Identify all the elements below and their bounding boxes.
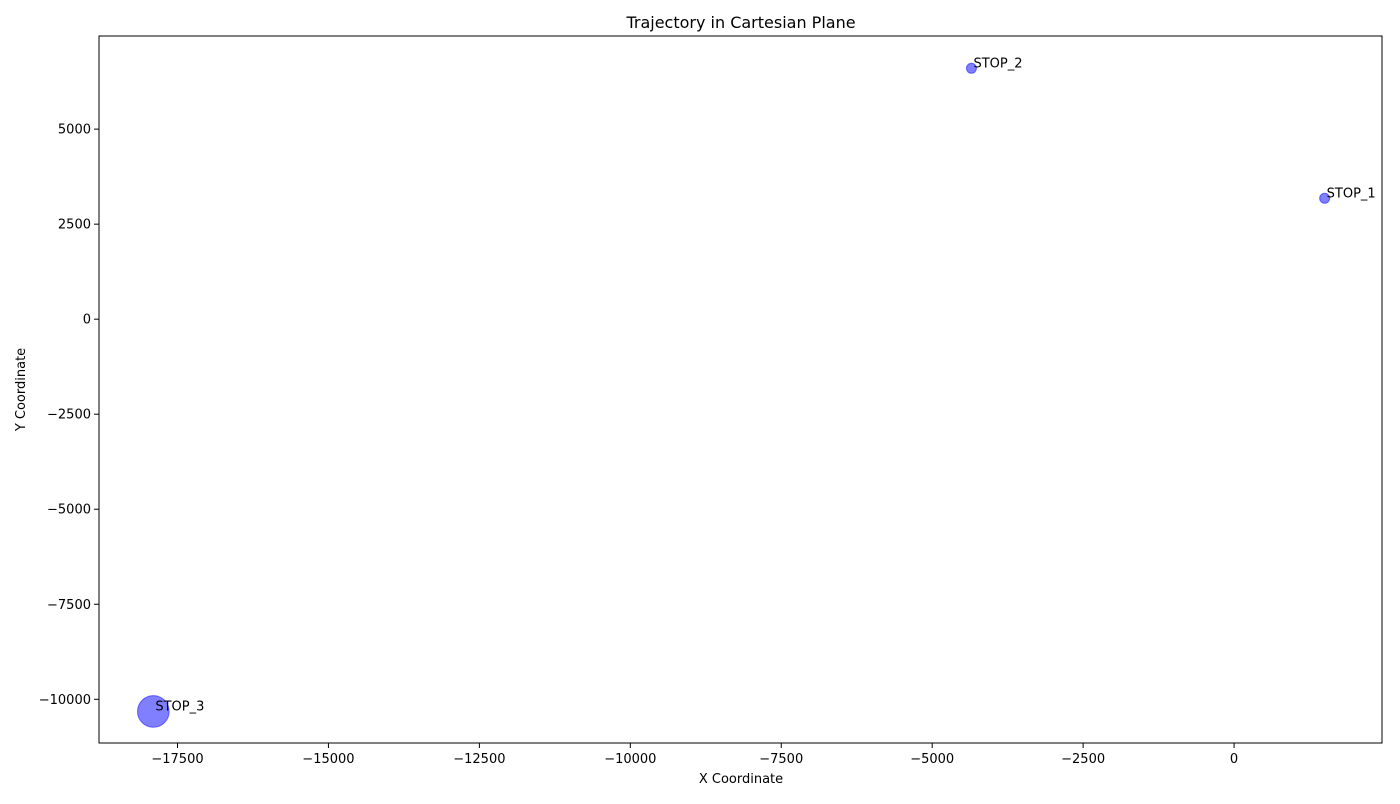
x-tick-label: −10000 — [604, 752, 656, 767]
x-tick-label: −15000 — [302, 752, 354, 767]
x-tick-label: −7500 — [759, 752, 803, 767]
x-tick-label: −17500 — [151, 752, 203, 767]
y-axis: −10000 −7500 −5000 −2500 0 2500 5000 — [39, 123, 99, 708]
data-point-stop-1 — [1319, 192, 1331, 204]
y-tick-label: −5000 — [47, 503, 91, 518]
x-tick-label: −2500 — [1061, 752, 1105, 767]
plot-area-frame — [98, 35, 1383, 744]
y-tick-label: −7500 — [47, 598, 91, 613]
x-tick-label: 0 — [1230, 752, 1238, 767]
point-label: STOP_1 — [1327, 186, 1376, 201]
x-tick-label: −12500 — [453, 752, 505, 767]
point-label: STOP_3 — [155, 699, 204, 714]
y-axis-title: Y Coordinate — [14, 348, 29, 432]
x-axis-title: X Coordinate — [699, 772, 783, 787]
y-tick-label: 0 — [83, 313, 91, 328]
data-point-stop-2 — [965, 62, 977, 74]
data-point-stop-3 — [137, 695, 170, 728]
point-label: STOP_2 — [973, 56, 1022, 71]
plot-marks: STOP_1 STOP_2 STOP_3 — [137, 56, 1376, 728]
y-tick-label: 5000 — [58, 123, 91, 138]
x-axis: −17500 −15000 −12500 −10000 −7500 −5000 −2500 0 — [151, 743, 1238, 767]
chart-title: Trajectory in Cartesian Plane — [625, 13, 855, 32]
x-tick-label: −5000 — [910, 752, 954, 767]
y-tick-label: −2500 — [47, 408, 91, 423]
y-tick-label: −10000 — [39, 693, 91, 708]
y-tick-label: 2500 — [58, 218, 91, 233]
